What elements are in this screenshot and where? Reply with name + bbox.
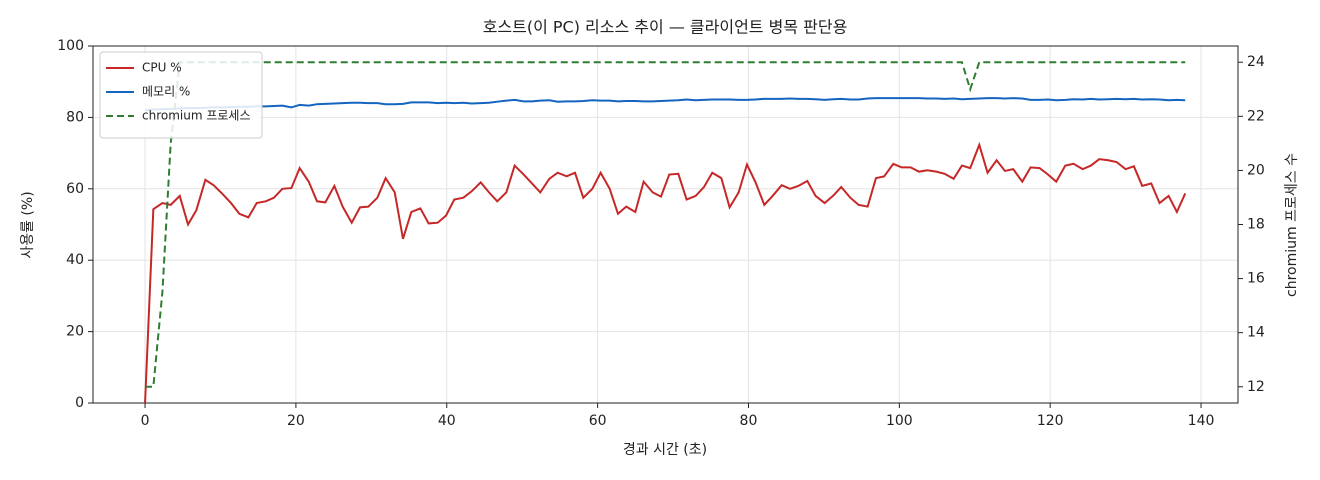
y2-tick-label: 22 — [1247, 108, 1265, 124]
series-line — [145, 61, 1186, 388]
legend-label: CPU % — [142, 61, 182, 75]
x-tick-label: 100 — [886, 413, 913, 429]
legend-box — [99, 51, 263, 139]
x-tick-label: 140 — [1188, 413, 1215, 429]
x-tick-label: 20 — [287, 413, 305, 429]
y2-tick-label: 14 — [1247, 325, 1265, 341]
y2-tick-label: 16 — [1247, 271, 1265, 287]
y-tick-label: 20 — [66, 324, 84, 340]
legend-label: chromium 프로세스 — [142, 109, 251, 123]
y2-tick-label: 12 — [1247, 379, 1265, 395]
y2-tick-label: 24 — [1247, 54, 1265, 70]
y-tick-label: 0 — [75, 395, 84, 411]
y-tick-label: 80 — [66, 109, 84, 125]
y2-tick-label: 20 — [1247, 162, 1265, 178]
x-tick-label: 40 — [438, 413, 456, 429]
y-axis-label: 사용률 (%) — [20, 191, 36, 258]
y-tick-label: 60 — [66, 181, 84, 197]
x-axis-label: 경과 시간 (초) — [623, 442, 707, 458]
legend-label: 메모리 % — [142, 85, 190, 99]
series-line — [144, 97, 1186, 112]
y2-axis-label: chromium 프로세스 수 — [1284, 153, 1300, 297]
chart-title: 호스트(이 PC) 리소스 추이 — 클라이언트 병목 판단용 — [483, 18, 848, 37]
y-tick-label: 100 — [57, 38, 84, 54]
plot-frame — [92, 45, 1239, 404]
x-tick-label: 120 — [1037, 413, 1064, 429]
series-line — [144, 141, 1187, 404]
y2-tick-label: 18 — [1247, 217, 1265, 233]
x-tick-label: 80 — [740, 413, 758, 429]
x-tick-label: 0 — [141, 413, 150, 429]
x-tick-label: 60 — [589, 413, 607, 429]
y-tick-label: 40 — [66, 252, 84, 268]
